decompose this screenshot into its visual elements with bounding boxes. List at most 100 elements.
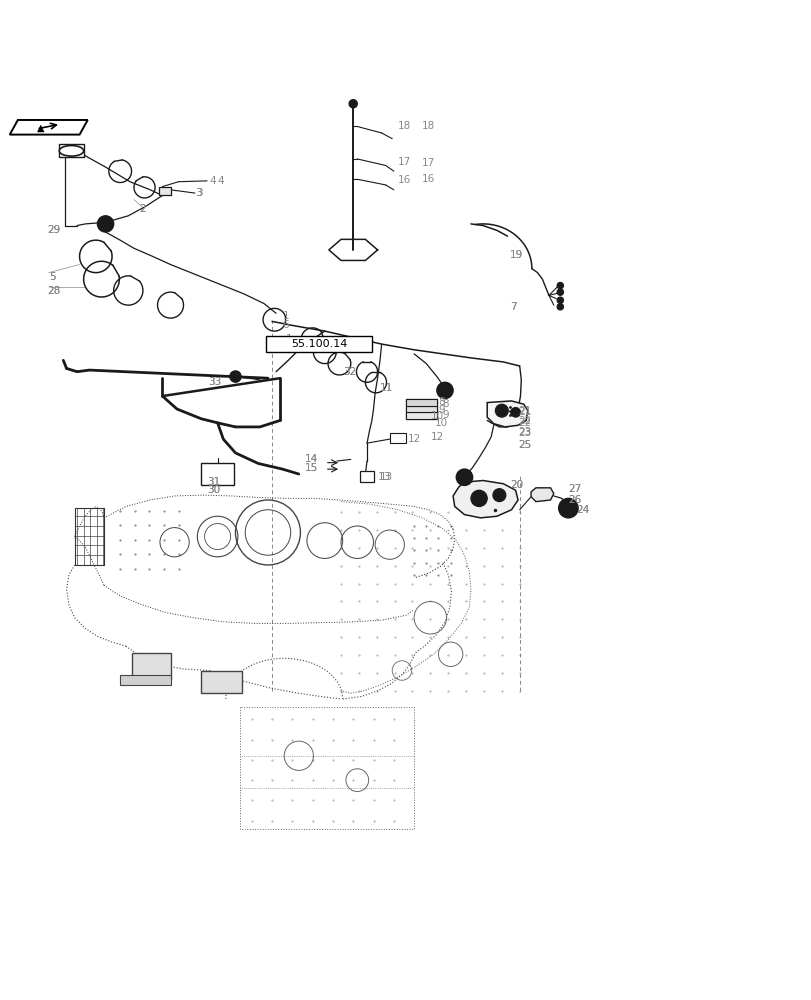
Circle shape <box>436 382 453 398</box>
Text: 7: 7 <box>509 302 516 312</box>
Circle shape <box>230 371 241 382</box>
Bar <box>159 187 170 195</box>
Text: 6: 6 <box>285 342 292 352</box>
Text: 15: 15 <box>304 463 317 473</box>
Text: 21: 21 <box>517 407 530 417</box>
Text: 16: 16 <box>422 174 435 184</box>
Text: 8: 8 <box>438 397 444 407</box>
Text: 33: 33 <box>208 377 221 387</box>
Bar <box>359 471 374 482</box>
Text: 2: 2 <box>139 204 146 214</box>
Text: 12: 12 <box>407 434 420 444</box>
Text: 10: 10 <box>430 411 443 421</box>
Text: 12: 12 <box>430 432 443 442</box>
Polygon shape <box>530 488 553 502</box>
Text: 7: 7 <box>509 302 516 312</box>
Text: 14: 14 <box>304 454 317 464</box>
Text: 31: 31 <box>207 477 220 487</box>
Text: 19: 19 <box>509 250 522 260</box>
Text: 10: 10 <box>434 418 447 428</box>
Text: 17: 17 <box>397 157 410 167</box>
Text: 9: 9 <box>438 405 444 415</box>
Text: 55.100.14: 55.100.14 <box>290 339 347 349</box>
Text: 11: 11 <box>380 383 393 393</box>
Circle shape <box>495 404 508 417</box>
Text: 22: 22 <box>517 418 530 428</box>
Text: ▲: ▲ <box>36 122 45 132</box>
Bar <box>406 398 436 406</box>
Bar <box>406 398 436 419</box>
Text: 16: 16 <box>397 175 410 185</box>
Circle shape <box>492 489 505 502</box>
Text: 27: 27 <box>568 484 581 494</box>
Text: 5: 5 <box>49 272 55 282</box>
Circle shape <box>556 297 563 303</box>
Text: 25: 25 <box>517 440 530 450</box>
Text: 8: 8 <box>442 399 448 409</box>
Text: 32: 32 <box>342 367 355 377</box>
Text: 1: 1 <box>285 334 292 344</box>
Text: 9: 9 <box>442 410 448 420</box>
Text: 5: 5 <box>49 272 55 282</box>
Bar <box>406 406 436 412</box>
Circle shape <box>563 503 573 513</box>
Text: 14: 14 <box>304 454 317 464</box>
Text: 18: 18 <box>422 121 435 131</box>
Text: 26: 26 <box>568 495 581 505</box>
Circle shape <box>556 282 563 289</box>
Text: 13: 13 <box>380 472 393 482</box>
Text: 30: 30 <box>207 485 220 495</box>
Polygon shape <box>10 120 88 135</box>
Polygon shape <box>487 401 527 427</box>
Text: 20: 20 <box>509 480 522 490</box>
Text: 17: 17 <box>422 158 435 168</box>
Text: 24: 24 <box>576 505 589 515</box>
Text: 4: 4 <box>217 176 224 186</box>
Ellipse shape <box>59 146 84 156</box>
Text: 29: 29 <box>47 225 60 235</box>
Text: 21: 21 <box>517 406 530 416</box>
Text: 6: 6 <box>282 320 289 330</box>
Circle shape <box>556 303 563 310</box>
Text: 1: 1 <box>282 311 289 321</box>
Text: 4: 4 <box>209 176 216 186</box>
Circle shape <box>470 490 487 506</box>
Text: 27: 27 <box>568 484 581 494</box>
Bar <box>406 412 436 419</box>
Text: 19: 19 <box>509 250 522 260</box>
Bar <box>266 336 371 352</box>
Text: 30: 30 <box>207 485 220 495</box>
Circle shape <box>558 498 577 518</box>
Text: 13: 13 <box>377 472 390 482</box>
Text: 25: 25 <box>517 440 530 450</box>
Bar <box>201 463 234 485</box>
Text: 26: 26 <box>568 495 581 505</box>
Text: 28: 28 <box>47 286 60 296</box>
Text: 33: 33 <box>208 377 221 387</box>
Text: 15: 15 <box>304 463 317 473</box>
Text: 3: 3 <box>196 188 203 198</box>
Text: 2: 2 <box>139 204 146 214</box>
Text: 3: 3 <box>195 188 201 198</box>
Circle shape <box>349 100 357 108</box>
Text: 32: 32 <box>342 367 355 377</box>
Bar <box>75 508 104 565</box>
Text: 20: 20 <box>509 480 522 490</box>
Text: 23: 23 <box>517 427 530 437</box>
Circle shape <box>510 407 520 417</box>
Polygon shape <box>453 481 517 518</box>
Circle shape <box>97 216 114 232</box>
Text: 28: 28 <box>47 286 60 296</box>
Circle shape <box>456 469 472 485</box>
Bar <box>389 433 406 443</box>
Bar <box>201 671 242 693</box>
Text: 31: 31 <box>207 477 220 487</box>
Bar <box>131 653 170 679</box>
Circle shape <box>556 289 563 295</box>
Circle shape <box>459 472 469 482</box>
Bar <box>59 144 84 157</box>
Text: 24: 24 <box>576 505 589 515</box>
Text: 29: 29 <box>47 225 60 235</box>
Text: 23: 23 <box>517 428 530 438</box>
Text: 22: 22 <box>517 416 530 426</box>
